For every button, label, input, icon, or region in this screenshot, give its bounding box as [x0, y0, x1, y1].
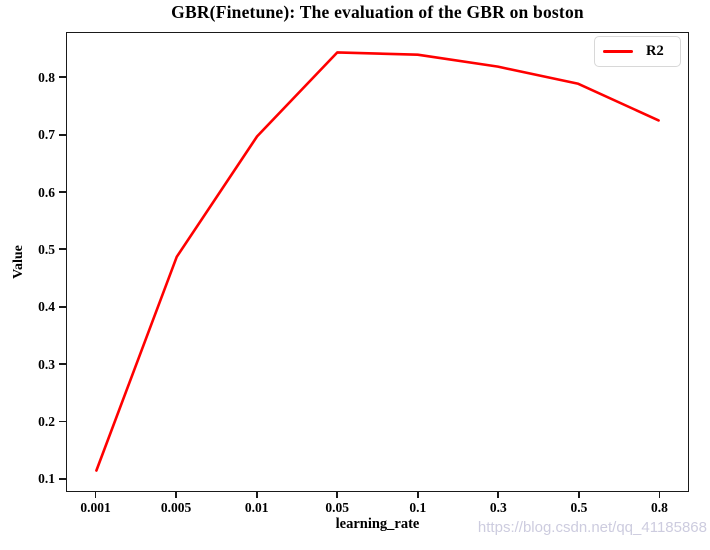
y-tick-label: 0.3: [38, 356, 55, 372]
y-tick-mark: [59, 477, 66, 480]
y-tick-label: 0.6: [38, 184, 55, 200]
y-tick-mark: [59, 420, 66, 423]
y-tick-label: 0.7: [38, 127, 55, 143]
r2-line-plot: [95, 51, 660, 472]
chart-title: GBR(Finetune): The evaluation of the GBR…: [171, 2, 584, 22]
legend-series-label: R2: [646, 43, 664, 59]
y-tick-mark: [59, 191, 66, 193]
y-tick-label: 0.4: [38, 299, 55, 315]
plot-area: R2: [66, 32, 689, 492]
x-tick-label: 0.8: [651, 500, 668, 515]
y-tick-mark: [59, 305, 66, 308]
x-tick-label: 0.5: [570, 500, 588, 515]
x-tick-mark: [94, 491, 97, 498]
x-tick-mark: [175, 491, 177, 498]
x-tick-mark: [255, 491, 258, 498]
y-tick-label: 0.2: [38, 413, 55, 429]
y-tick-mark: [59, 248, 66, 251]
x-tick-mark: [578, 491, 580, 498]
x-tick-label: 0.005: [160, 500, 192, 515]
y-tick-mark: [59, 133, 66, 136]
y-tick-label: 0.1: [38, 471, 55, 487]
x-tick-mark: [658, 491, 661, 498]
y-tick-mark: [59, 363, 66, 365]
x-tick-mark: [497, 491, 500, 498]
x-tick-label: 0.01: [244, 500, 269, 515]
x-tick-label: 0.3: [489, 500, 507, 515]
x-tick-label: 0.001: [80, 500, 111, 515]
legend-line-sample-icon: [603, 50, 633, 53]
x-axis-label: learning_rate: [335, 516, 420, 532]
y-tick-label: 0.8: [38, 69, 55, 85]
x-tick-label: 0.1: [409, 500, 427, 515]
x-tick-label: 0.05: [325, 500, 350, 515]
x-tick-mark: [336, 491, 339, 498]
y-tick-mark: [59, 76, 66, 79]
x-tick-mark: [416, 491, 419, 498]
watermark-text: https://blog.csdn.net/qq_41185868: [477, 519, 707, 536]
series-line-r2: [95, 51, 660, 472]
legend-box: R2: [594, 36, 681, 67]
y-tick-label: 0.5: [38, 241, 55, 257]
